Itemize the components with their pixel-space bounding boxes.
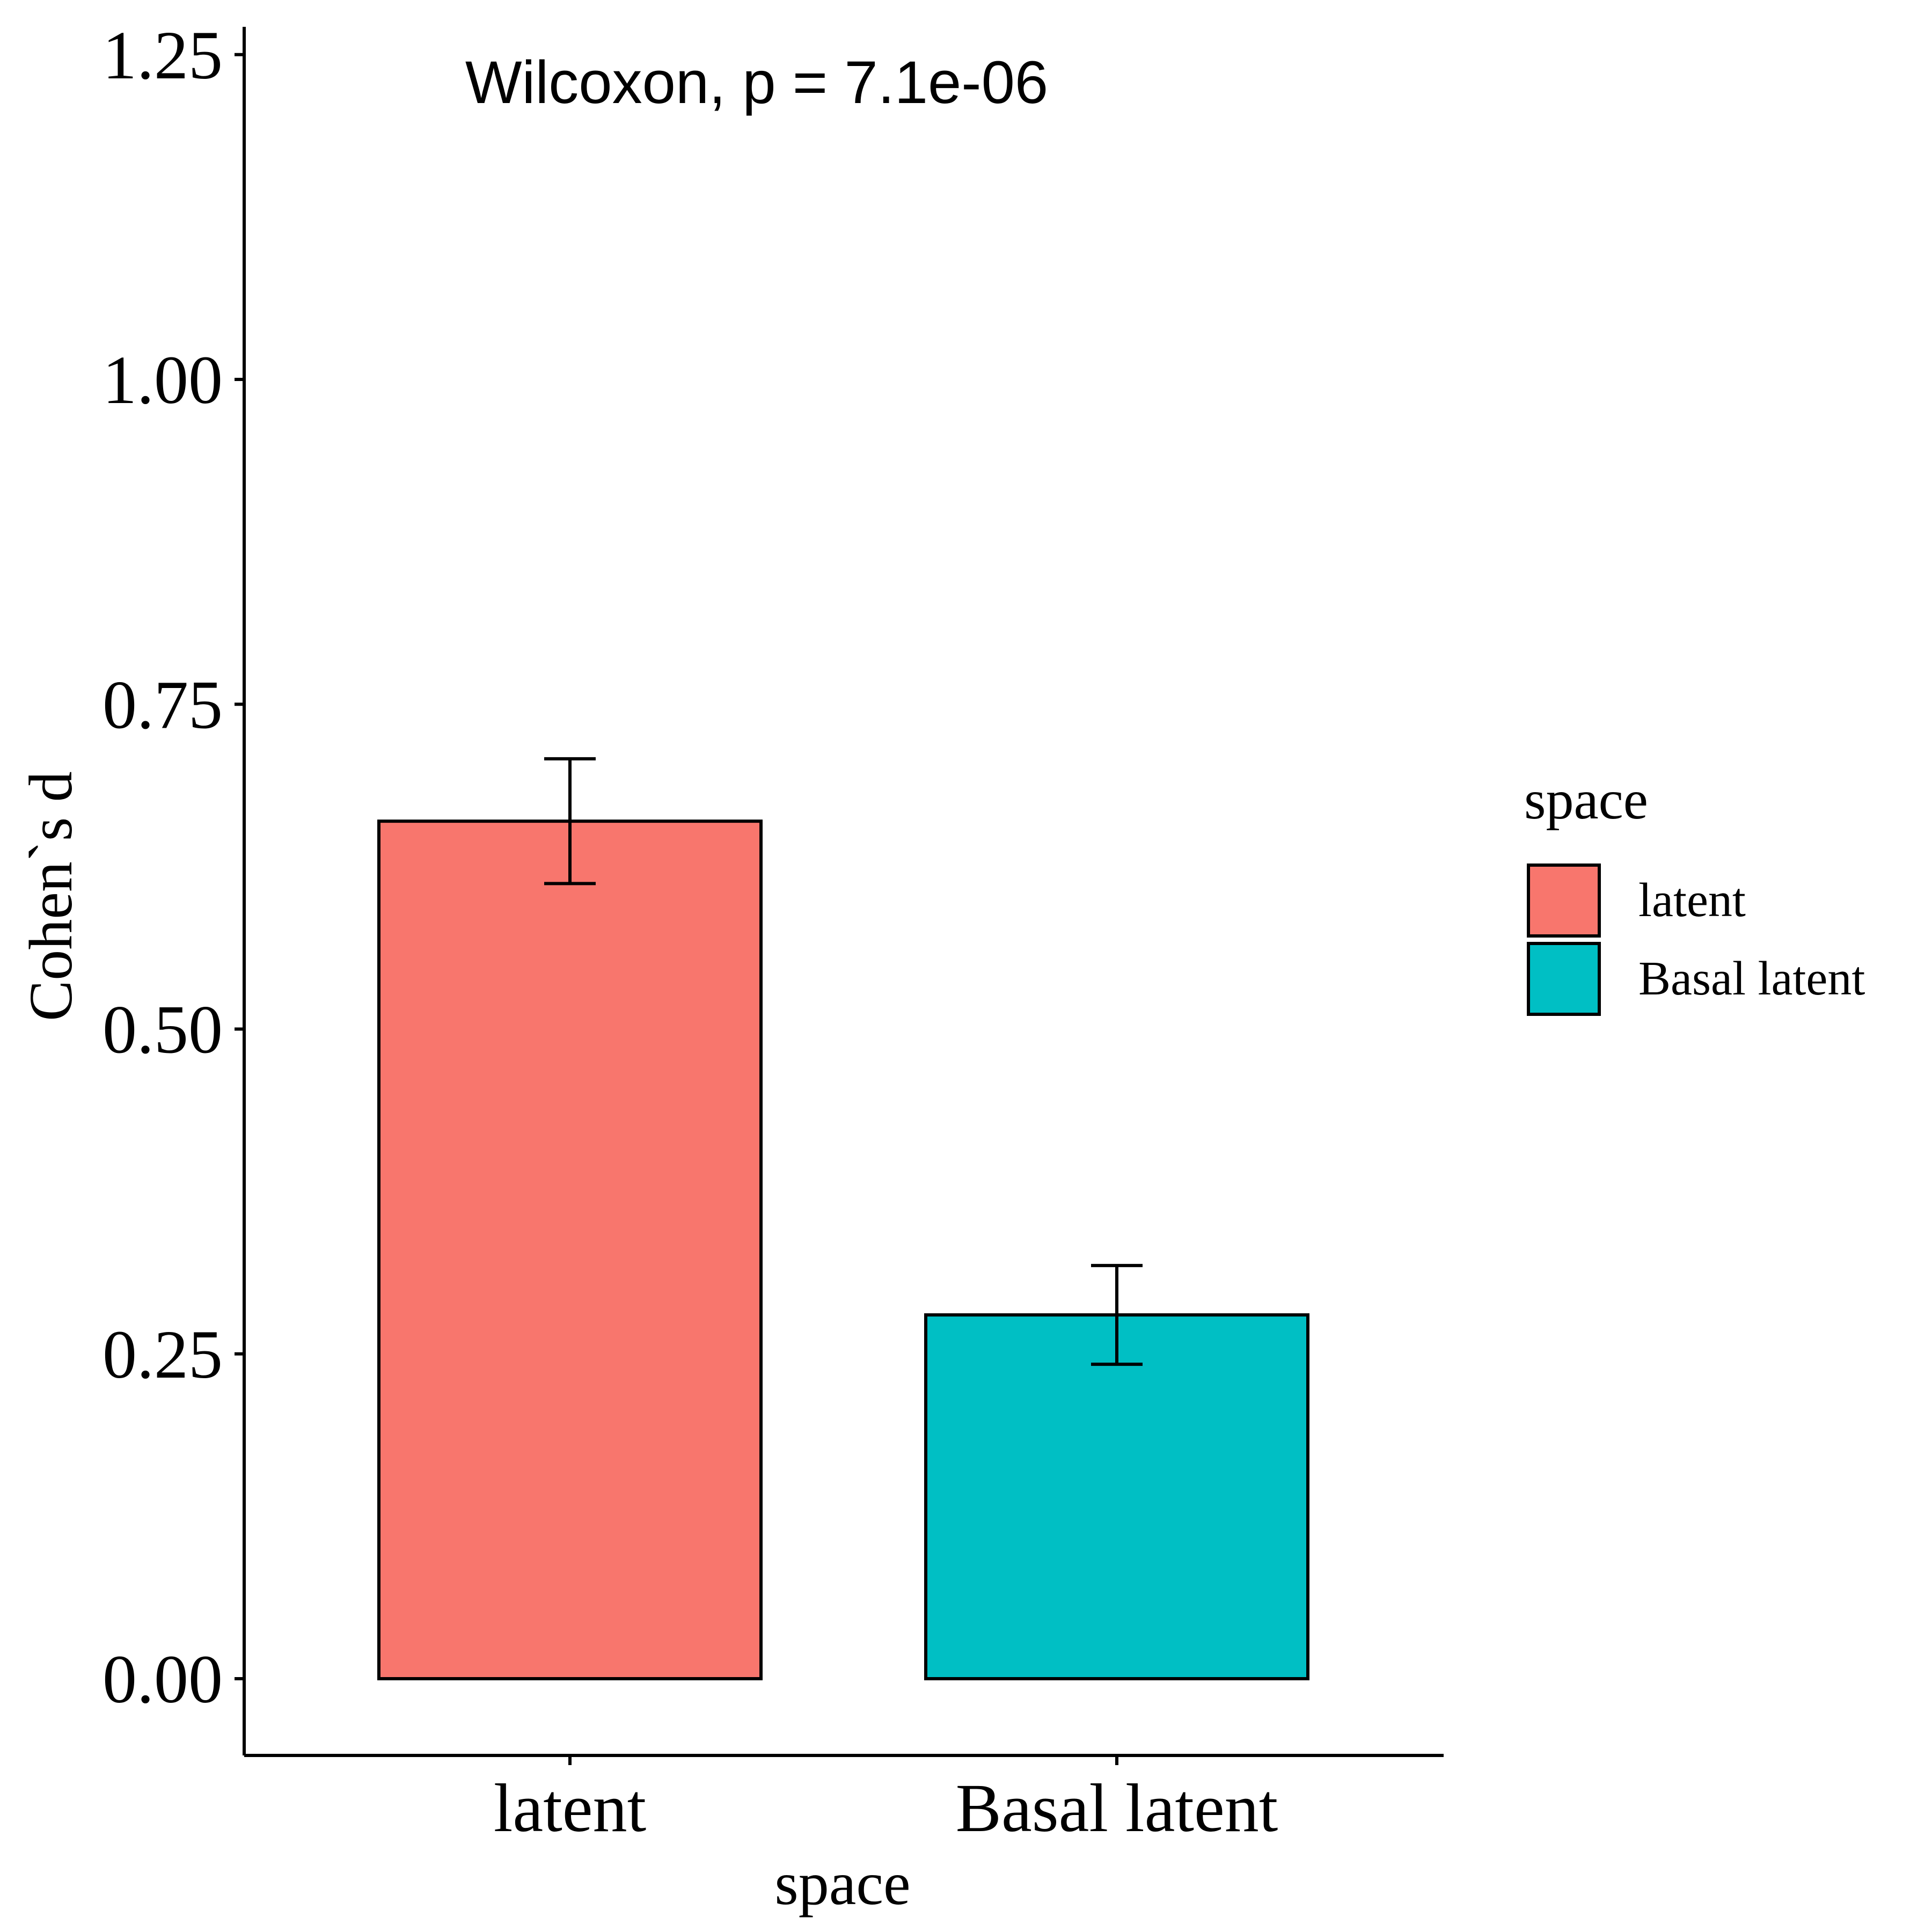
y-tick-label: 0.25 (103, 1316, 223, 1393)
y-tick-label: 0.50 (103, 992, 223, 1068)
legend-key-latent (1527, 863, 1601, 938)
y-tick-label: 1.25 (103, 17, 223, 93)
legend-label: Basal latent (1638, 952, 1865, 1005)
bar-basal-latent (924, 1313, 1309, 1681)
legend-key-basal-latent (1527, 942, 1601, 1016)
y-axis: 0.00 0.25 0.50 0.75 1.00 1.25 (103, 17, 246, 1755)
x-tick-label: Basal latent (956, 1770, 1278, 1846)
legend-label: latent (1638, 874, 1746, 927)
legend-title: space (1524, 769, 1648, 831)
annotation-text: Wilcoxon, p = 7.1e-06 (465, 49, 1048, 116)
bar-latent (377, 819, 763, 1680)
y-tick-label: 0.75 (103, 667, 223, 743)
x-axis: latent Basal latent (244, 1754, 1444, 1846)
y-axis-title: Cohen`s d (17, 771, 85, 1021)
y-tick-label: 1.00 (103, 342, 223, 418)
x-tick-label: latent (494, 1770, 646, 1846)
plot-area (377, 757, 1309, 1681)
y-tick-label: 0.00 (103, 1641, 223, 1717)
x-axis-title: space (774, 1849, 910, 1918)
legend: space latent Basal latent (1524, 769, 1865, 1016)
